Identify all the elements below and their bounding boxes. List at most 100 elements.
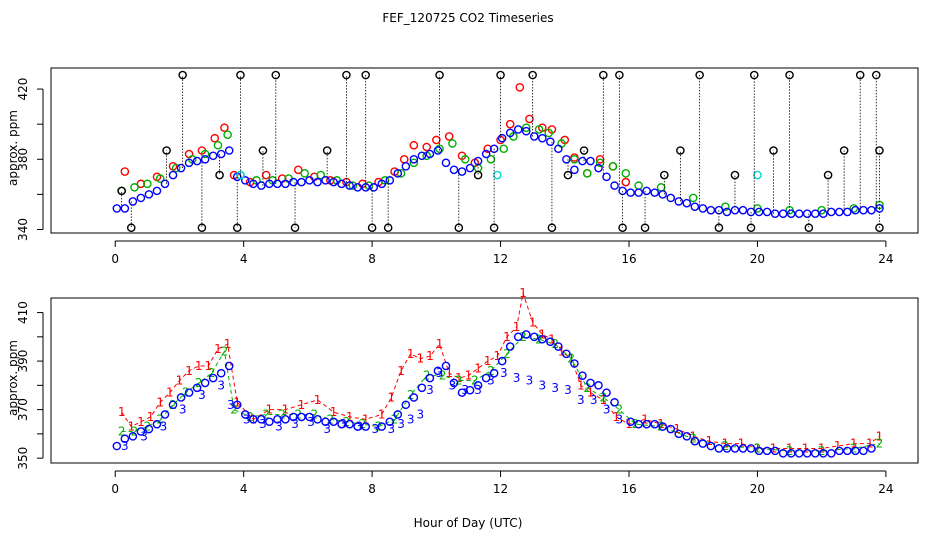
- data-point: [401, 400, 411, 410]
- data-point: 2: [118, 424, 126, 438]
- data-point: [738, 444, 748, 453]
- data-point: [602, 388, 611, 397]
- data-point: 1: [558, 344, 566, 358]
- data-point: 1: [147, 410, 155, 424]
- figure-title: FEF_120725 CO2 Timeseries: [382, 11, 553, 25]
- data-point: [213, 140, 223, 150]
- data-point: [754, 446, 764, 456]
- data-point: [714, 444, 724, 453]
- data-point: [232, 400, 242, 410]
- data-point: [441, 361, 451, 371]
- data-point: [224, 146, 234, 155]
- data-point: [753, 170, 762, 180]
- data-point: [634, 188, 643, 197]
- data-point: [754, 207, 764, 217]
- data-point: [528, 70, 537, 80]
- data-point: [794, 448, 804, 458]
- data-point: 3: [526, 374, 534, 388]
- data-point: 1: [494, 349, 502, 363]
- data-point: 3: [160, 420, 168, 434]
- data-point: 3: [590, 393, 598, 407]
- data-point: [112, 204, 122, 213]
- data-point: [143, 179, 152, 189]
- data-point: 1: [850, 437, 858, 451]
- data-point: 1: [705, 434, 713, 448]
- data-point: 3: [275, 420, 283, 434]
- data-point: [546, 137, 555, 147]
- data-point: [695, 70, 704, 80]
- data-point: [786, 209, 796, 218]
- data-point: [435, 144, 444, 154]
- data-point: [144, 424, 154, 434]
- data-point: 1: [214, 342, 222, 356]
- data-point: [383, 223, 393, 233]
- data-point: [660, 170, 669, 180]
- data-point: 3: [616, 412, 624, 426]
- data-point: [529, 332, 539, 342]
- x-tick-label: 12: [493, 252, 508, 266]
- data-point: 1: [641, 412, 649, 426]
- data-point: 2: [208, 366, 216, 380]
- data-point: 2: [786, 444, 794, 458]
- data-point: [409, 158, 419, 168]
- data-point: [730, 444, 740, 453]
- data-point: [554, 342, 563, 351]
- data-point: 1: [118, 405, 126, 419]
- data-point: [827, 448, 836, 458]
- data-point: [265, 417, 274, 427]
- x-tick-label: 8: [368, 252, 376, 266]
- data-point: [248, 415, 258, 424]
- data-point: [393, 169, 403, 178]
- data-point: [674, 429, 684, 439]
- data-point: 1: [298, 398, 306, 412]
- data-point: [342, 70, 351, 80]
- data-point: [786, 448, 796, 458]
- data-point: [184, 388, 194, 397]
- data-point: 1: [205, 359, 213, 373]
- data-point: [835, 446, 844, 456]
- data-point: 1: [346, 410, 354, 424]
- data-point: 3: [217, 378, 225, 392]
- data-point: [562, 349, 571, 359]
- data-point: [441, 158, 451, 168]
- data-point: [615, 70, 624, 80]
- data-point: [688, 193, 698, 203]
- bottom-plot-frame: [50, 297, 919, 464]
- data-point: 1: [673, 422, 681, 436]
- data-point: [738, 205, 748, 215]
- x-tick-label: 4: [240, 252, 248, 266]
- data-point: [810, 209, 820, 218]
- data-point: [120, 167, 130, 176]
- data-point: 2: [689, 432, 697, 446]
- data-point: [216, 149, 226, 159]
- data-point: 2: [230, 403, 238, 417]
- data-point: 1: [529, 315, 537, 329]
- data-point: 2: [131, 424, 139, 438]
- data-point: [457, 167, 467, 176]
- data-point: [538, 133, 547, 143]
- data-point: 2: [455, 374, 463, 388]
- data-point: [236, 70, 245, 80]
- data-point: [152, 419, 162, 429]
- data-point: [432, 135, 441, 145]
- data-point: 2: [391, 412, 399, 426]
- data-point: [126, 223, 136, 233]
- data-point: [425, 149, 435, 159]
- data-point: 3: [577, 393, 585, 407]
- data-point: [794, 209, 804, 218]
- data-point: [582, 169, 592, 178]
- x-tick-label: 12: [493, 482, 508, 496]
- data-point: [184, 158, 194, 168]
- data-point: [497, 356, 507, 366]
- data-point: [871, 70, 881, 80]
- data-point: 3: [538, 378, 546, 392]
- data-point: [682, 432, 692, 441]
- data-point: [818, 209, 828, 218]
- data-point: [265, 179, 274, 189]
- data-point: [843, 446, 852, 456]
- data-point: 1: [689, 429, 697, 443]
- data-point: 1: [137, 415, 145, 429]
- data-point: [281, 179, 290, 189]
- data-point: 1: [249, 412, 257, 426]
